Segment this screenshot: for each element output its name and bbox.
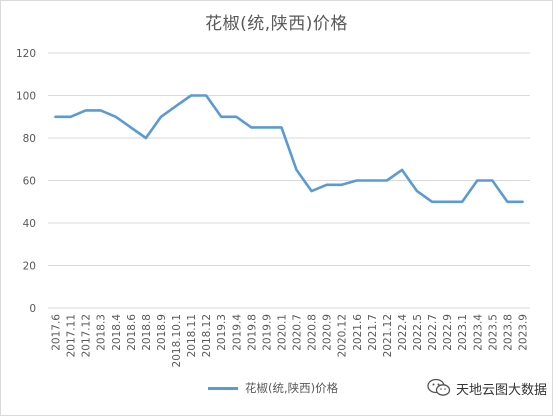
x-tick-label: 2018.8 [141,314,153,351]
data-point [476,179,479,182]
data-point [69,115,72,118]
y-tick-label: 40 [23,218,36,230]
data-point [401,169,403,171]
x-tick-label: 2018.12 [201,314,213,357]
x-tick-label: 2019.3 [216,314,228,351]
x-tick-label: 2019.8 [246,314,258,351]
data-point [145,137,147,139]
series-line-0 [54,94,524,204]
x-tick-label: 2020.1 [276,314,288,351]
x-tick-label: 2017.12 [81,314,93,357]
x-tick-label: 2023.9 [517,314,529,351]
x-tick-label: 2023.1 [457,314,469,351]
x-tick-label: 2018.10.1 [171,314,183,367]
data-point [461,200,464,203]
x-tick-label: 2023.4 [472,314,484,351]
x-tick-label: 2018.9 [156,314,168,351]
data-point [325,183,328,186]
x-tick-label: 2020.7 [292,314,304,351]
data-point [340,183,343,186]
x-tick-label: 2022.5 [412,314,424,351]
x-tick-label: 2019.9 [261,314,273,351]
y-tick-label: 80 [23,133,36,145]
x-tick-label: 2022.7 [427,314,439,351]
data-point [491,179,494,182]
x-tick-label: 2018.4 [111,314,123,351]
data-point [295,169,298,171]
y-axis-ticks: 0 20 40 60 80 100 120 [16,48,36,315]
legend: 花椒(统,陕西)价格 [208,380,338,396]
x-tick-label: 2021.7 [367,314,379,351]
data-point [416,190,418,192]
y-tick-label: 100 [16,91,36,103]
data-point [160,115,162,118]
data-point [446,200,448,203]
y-tick-label: 60 [23,176,36,188]
data-point [310,190,313,192]
x-tick-label: 2017.6 [51,314,63,351]
watermark: 天地云图大数据 [427,378,547,398]
data-point [280,126,283,129]
data-point [371,179,373,182]
x-tick-label: 2020.12 [337,314,349,357]
x-tick-label: 2018.3 [96,314,108,351]
data-point [175,105,177,107]
data-point [205,94,207,97]
data-point [220,115,223,118]
data-point [521,200,524,203]
data-point [99,109,102,112]
x-tick-label: 2021.6 [352,314,364,351]
data-point [114,115,117,118]
x-axis-ticks: 2017.6 2017.11 2017.12 2018.3 2018.4 2018.6 20… [51,314,530,368]
chart-title: 花椒(统,陕西)价格 [205,14,348,34]
data-point [190,94,192,97]
wechat-icon [427,378,451,396]
x-tick-label: 2022.4 [397,314,409,351]
x-tick-label: 2020.9 [322,314,334,351]
y-tick-label: 20 [23,261,36,273]
x-tick-label: 2021.12 [382,314,394,357]
y-tick-label: 0 [29,303,36,315]
data-point [265,126,268,129]
x-tick-label: 2023.8 [502,314,514,351]
legend-label: 花椒(统,陕西)价格 [245,381,339,395]
grid-lines [48,52,530,309]
x-tick-label: 2023.5 [487,314,499,351]
x-tick-label: 2022.9 [442,314,454,351]
x-tick-label: 2020.8 [307,314,319,351]
data-point [386,179,388,182]
legend-swatch [208,386,238,390]
data-point [431,200,433,203]
x-tick-label: 2018.6 [126,314,138,351]
data-point [355,179,358,182]
data-point [235,115,238,118]
watermark-text: 天地云图大数据 [456,382,548,398]
series-group [54,94,524,204]
data-point [506,200,509,203]
data-point [130,126,132,129]
x-tick-label: 2019.4 [231,314,243,351]
y-tick-label: 120 [16,48,36,60]
x-tick-label: 2017.11 [66,314,78,357]
data-point [250,126,253,129]
x-tick-label: 2018.11 [186,314,198,357]
data-point [84,109,87,112]
data-point [54,115,57,118]
